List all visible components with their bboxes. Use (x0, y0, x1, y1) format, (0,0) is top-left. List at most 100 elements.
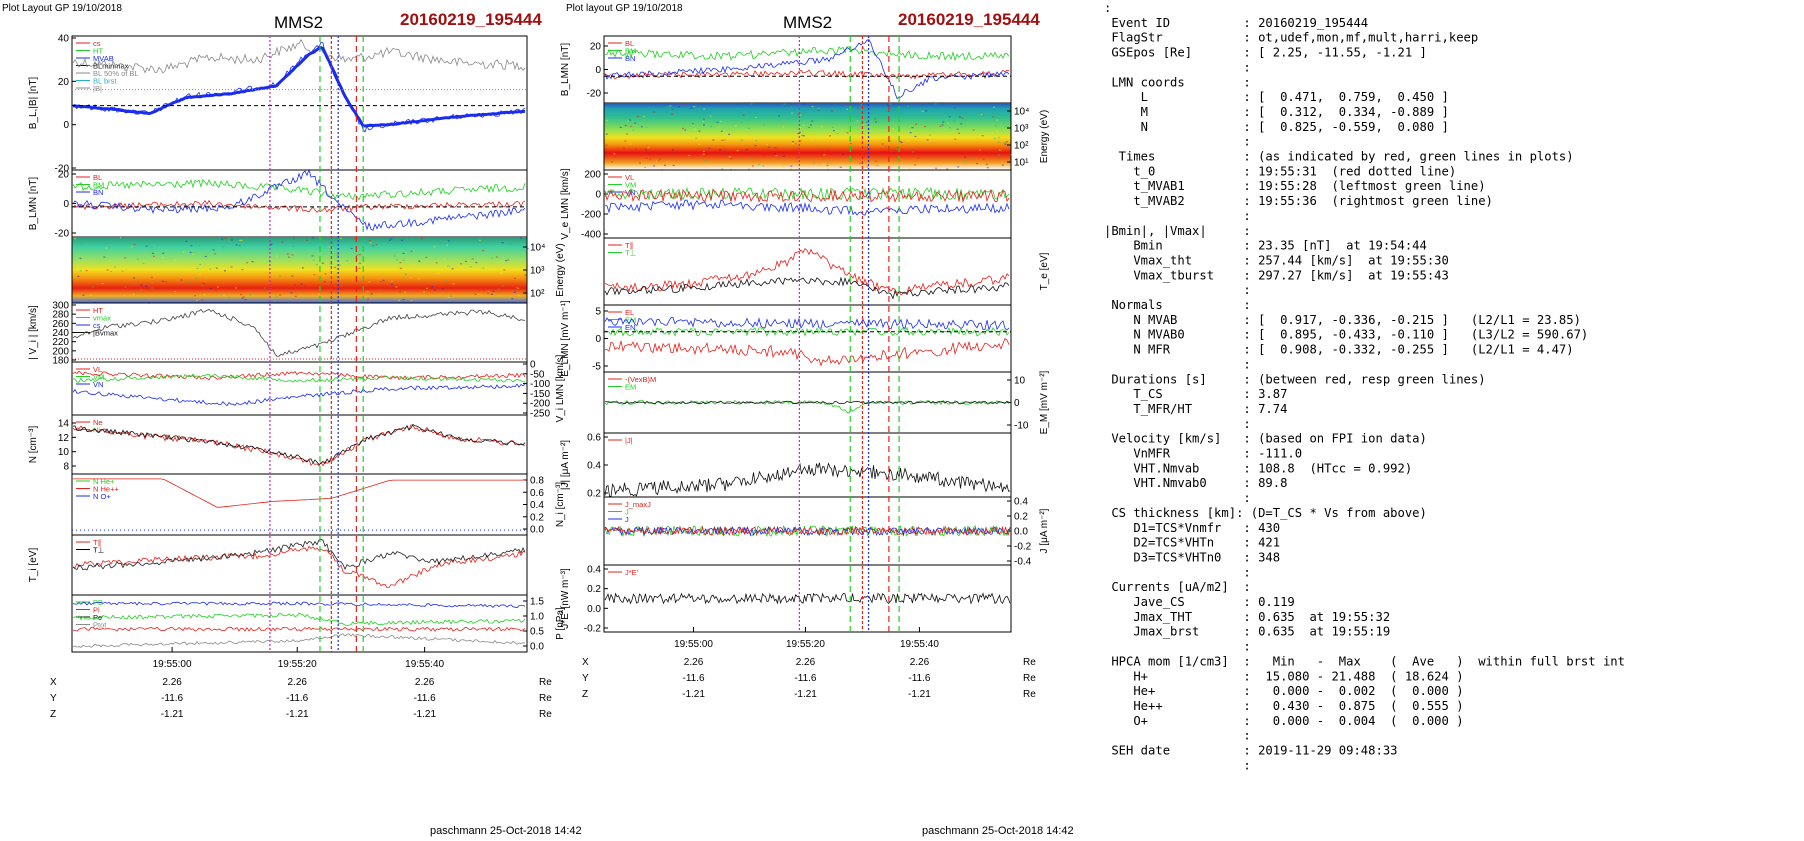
spectrogram-pixel (1010, 168, 1013, 170)
ephemeris-unit: Re (1023, 673, 1036, 684)
legend-label: -(VexB)M (625, 375, 656, 384)
y-tick-label: 12 (58, 433, 70, 444)
spectrogram-pixel (204, 255, 207, 258)
y-axis-label-right: N_i [cm⁻³] (555, 482, 566, 528)
spectrogram-pixel (632, 129, 635, 131)
spectrogram-pixel (134, 281, 137, 283)
data-trace (73, 478, 525, 508)
spectrogram-pixel (132, 283, 135, 285)
spectrogram-pixel (645, 157, 648, 159)
spectrogram-pixel (957, 166, 960, 168)
spectrogram-pixel (150, 276, 153, 278)
spectrogram-pixel (222, 246, 225, 248)
spectrogram-pixel (340, 237, 342, 239)
info-line: t_MVAB2 : 19:55:36 (rightmost green line… (1104, 194, 1493, 208)
spectrogram-pixel (666, 106, 669, 108)
spectrogram-pixel (518, 294, 521, 296)
spectrogram-pixel (328, 281, 331, 283)
spectrogram-pixel (970, 157, 973, 159)
spectrogram-pixel (801, 134, 804, 137)
spectrogram-pixel (246, 262, 248, 264)
info-line: D1=TCS*Vnmfr : 430 (1104, 521, 1280, 535)
spectrogram-pixel (817, 113, 820, 115)
spectrogram-pixel (321, 262, 324, 264)
spectrogram-pixel (194, 295, 197, 297)
spectrogram-pixel (451, 268, 454, 270)
y-tick-label: 40 (58, 34, 70, 45)
spectrogram-pixel (161, 280, 164, 282)
spectrogram-pixel (312, 259, 315, 261)
spectrogram-pixel (658, 158, 661, 160)
spectrogram-pixel (135, 292, 138, 294)
legend-label: EM (625, 383, 636, 392)
spectrogram-pixel (477, 293, 480, 295)
spectrogram-pixel (719, 149, 722, 151)
spectrogram-pixel (823, 163, 826, 165)
legend-label: BM (625, 47, 636, 56)
spectrogram-pixel (443, 258, 446, 260)
spectrogram-pixel (896, 147, 899, 149)
spectrogram-pixel (399, 262, 402, 264)
spectrogram-pixel (958, 132, 960, 134)
spectrogram-pixel (370, 293, 373, 295)
spectrogram-pixel (293, 237, 295, 239)
spectrogram-pixel (495, 299, 498, 301)
spectrogram-pixel (487, 292, 490, 294)
spectrogram-pixel (907, 140, 910, 142)
spectrogram-pixel (605, 120, 608, 122)
panel-te: T_e [eV] T∥T⊥ (603, 237, 1050, 306)
info-line: Jave_CS : 0.119 (1104, 595, 1295, 609)
y-axis-label-right: E_M [mV m⁻²] (1039, 370, 1050, 434)
panel-frame (71, 361, 528, 416)
y-tick-label: 20 (590, 42, 602, 53)
data-trace (72, 178, 526, 201)
y-tick-label-right: 0 (530, 360, 536, 371)
spectrogram-pixel (754, 116, 757, 119)
data-trace (72, 423, 526, 466)
ephemeris-value: -1.21 (908, 689, 931, 700)
spectrogram-pixel (501, 242, 504, 244)
panel-ti: T_i [eV] T∥T⊥ (28, 534, 528, 596)
spectrogram-pixel (499, 272, 502, 274)
ephemeris-value: -11.6 (414, 693, 436, 704)
spectrogram-pixel (164, 281, 167, 283)
spectrogram-pixel (151, 282, 154, 284)
spectrogram-pixel (980, 113, 983, 116)
spectrogram-pixel (948, 116, 951, 118)
spectrogram-pixel (478, 239, 481, 241)
spectrogram-pixel (137, 258, 139, 260)
legend-label: T⊥ (93, 546, 105, 555)
spectrogram-pixel (653, 165, 655, 167)
spectrogram-pixel (810, 124, 812, 126)
data-trace (604, 247, 1010, 296)
spectrogram-pixel (666, 160, 669, 163)
spectrogram-pixel (747, 127, 750, 129)
legend-label: BN (625, 54, 635, 63)
spectrogram-pixel (359, 262, 362, 264)
y-axis-label: B_LMN [nT] (28, 177, 39, 231)
legend-label: HT (93, 47, 103, 56)
legend-label: T∥ (625, 241, 633, 250)
y-tick-label: 8 (63, 462, 69, 473)
spectrogram-pixel (230, 239, 233, 241)
spectrogram-pixel (914, 164, 917, 166)
spectrogram-pixel (698, 143, 701, 145)
spectrogram-pixel (889, 103, 892, 105)
spectrogram-pixel (627, 120, 629, 122)
spectrogram-pixel (329, 299, 332, 301)
panel-spec: 10⁴ 10³ 10² Energy (eV) (71, 236, 566, 304)
spectrogram-pixel (881, 143, 884, 145)
panel-frame (603, 35, 1012, 104)
info-line: Times : (as indicated by red, green line… (1104, 150, 1574, 164)
spectrogram-pixel (379, 289, 382, 291)
spectrogram-pixel (782, 155, 785, 157)
y-tick-label: 260 (52, 319, 69, 330)
panel-frame (71, 473, 528, 536)
spectrogram-pixel (230, 266, 233, 268)
spectrogram-pixel (275, 295, 278, 297)
ephemeris-name: Z (582, 689, 588, 700)
y-axis-label: | V_i | [km/s] (28, 305, 39, 360)
spectrogram-pixel (487, 291, 490, 293)
spectrogram-pixel (702, 150, 705, 152)
ephemeris-name: Y (582, 673, 589, 684)
